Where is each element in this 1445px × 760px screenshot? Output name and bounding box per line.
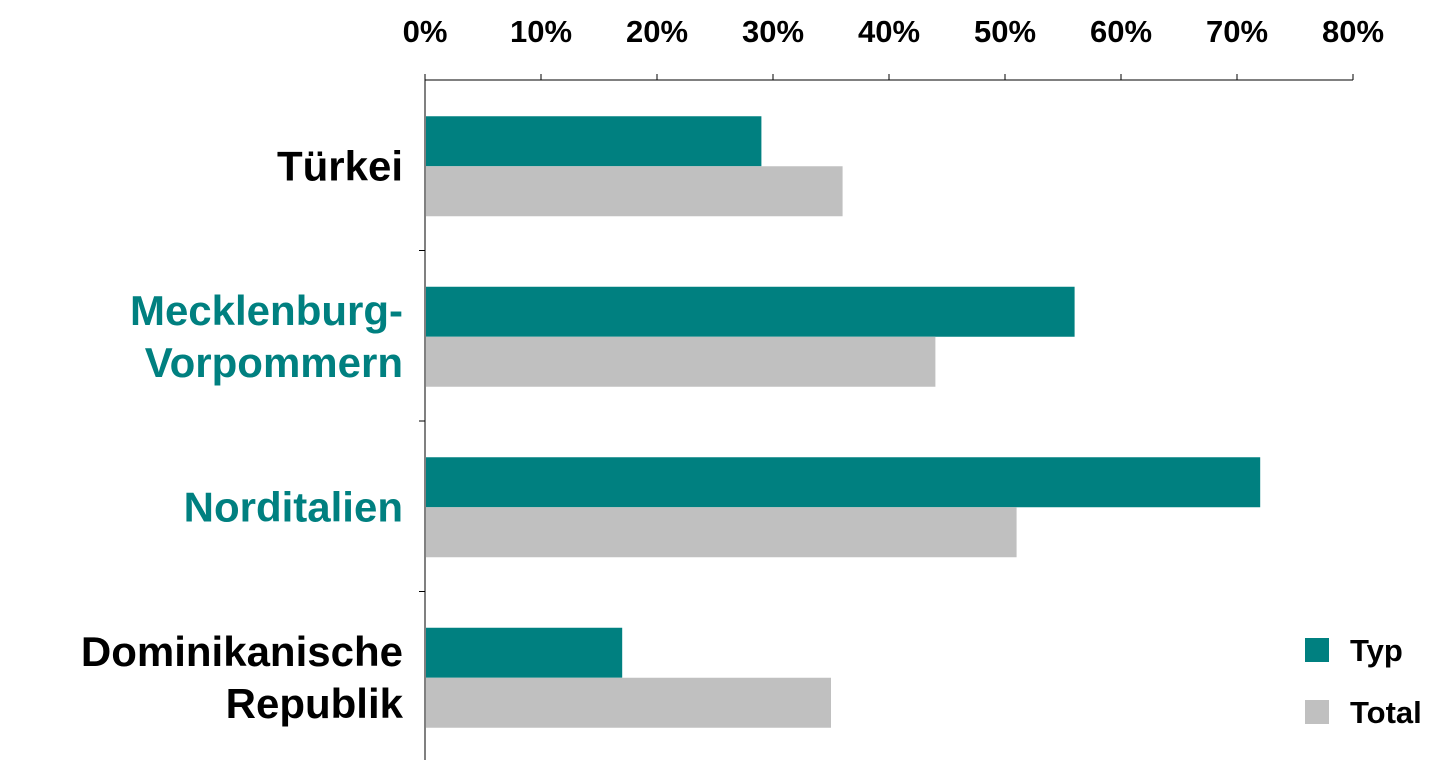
legend-swatch-typ [1305, 638, 1329, 662]
category-label: Mecklenburg-Vorpommern [130, 287, 403, 386]
x-tick-label: 0% [403, 14, 448, 49]
legend: Typ Total [1305, 633, 1422, 730]
x-tick-label: 70% [1206, 14, 1268, 49]
category-label: Türkei [277, 142, 403, 189]
x-tick-label: 30% [742, 14, 804, 49]
legend-label-total: Total [1350, 695, 1422, 730]
bar-typ [426, 287, 1075, 337]
bar-total [426, 507, 1017, 557]
x-tick-label: 50% [974, 14, 1036, 49]
bar-total [426, 166, 843, 216]
bar-typ [426, 457, 1260, 507]
x-tick-label: 10% [510, 14, 572, 49]
x-tick-label: 80% [1322, 14, 1384, 49]
category-labels: Türkei Mecklenburg-Vorpommern Norditalien D… [81, 142, 404, 727]
category-label: Norditalien [184, 483, 403, 530]
legend-label-typ: Typ [1350, 633, 1403, 668]
bar-typ [426, 116, 761, 166]
x-tick-label: 60% [1090, 14, 1152, 49]
bars-layer [426, 116, 1260, 728]
bar-total [426, 678, 831, 728]
x-tick-label: 20% [626, 14, 688, 49]
bar-typ [426, 628, 622, 678]
legend-swatch-total [1305, 700, 1329, 724]
category-label: Dominikanische Republik [81, 628, 404, 727]
x-tick-label: 40% [858, 14, 920, 49]
bar-total [426, 337, 935, 387]
